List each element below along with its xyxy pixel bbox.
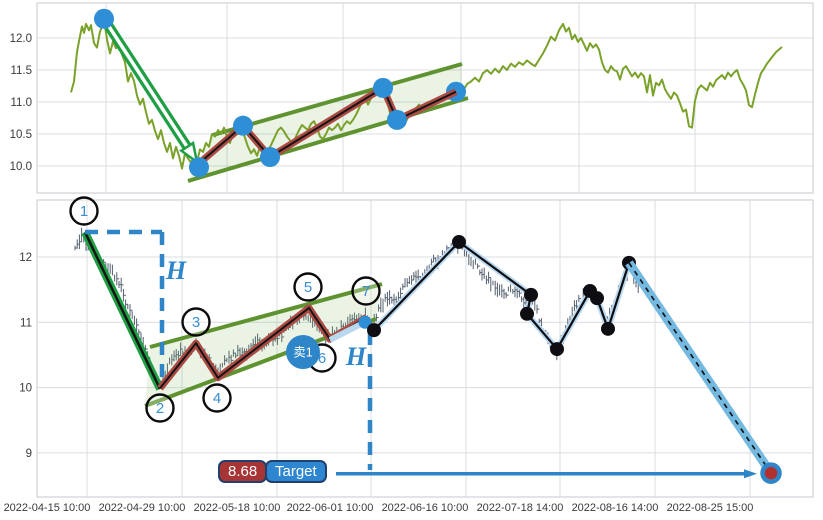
sell-marker: 卖1 [286, 335, 320, 369]
wedge-upper-line [212, 62, 463, 137]
x-axis-tick-label: 2022-08-25 15:00 [667, 502, 754, 514]
y-axis-tick-label: 11.5 [10, 65, 32, 77]
x-axis-tick-label: 2022-07-18 14:00 [477, 502, 564, 514]
y-axis-tick-label: 10.5 [10, 129, 32, 141]
pivot-dot [189, 157, 209, 178]
wave-number-circle: 2 [145, 393, 175, 423]
swing-line [364, 240, 631, 351]
pivot-dot [94, 8, 114, 29]
wedge-upper-line [149, 282, 383, 349]
wave-number-label: 2 [156, 400, 164, 417]
y-axis-tick-label: 11 [20, 317, 32, 329]
swing-pivot-dot [550, 342, 564, 357]
swing-pivot-dot [452, 234, 466, 249]
wave-circle-outline [69, 196, 99, 226]
swing-pivot-dot [524, 287, 538, 302]
wave-number-label: 6 [318, 350, 326, 367]
y-axis-tick-label: 10 [19, 383, 32, 395]
wave-circle-outline [181, 307, 211, 337]
pivot-dot [387, 109, 407, 130]
impulse-core-line [83, 231, 162, 390]
x-axis-tick-label: 2022-04-29 10:00 [99, 502, 186, 514]
wave-number-circle: 7 [351, 276, 381, 306]
top-chart-panel: 12.0 11.5 11.0 10.5 10.0 [10, 2, 814, 194]
x-axis-tick-label: 2022-08-16 14:00 [572, 502, 659, 514]
impulse-arrow-core [102, 17, 190, 150]
target-label-badge: Target [265, 460, 327, 483]
x-axis-tick-label: 2022-04-15 10:00 [4, 502, 91, 514]
swing-start-dot [358, 315, 372, 329]
wave-number-circle: 3 [181, 307, 211, 337]
wave-circle-outline [202, 383, 232, 413]
impulse-arrowhead [179, 141, 199, 165]
wave-number-circle: 5 [293, 272, 323, 302]
target-arrowhead [744, 469, 757, 479]
wave-circle-outline [293, 272, 323, 302]
swing-pivot-dot [520, 306, 534, 321]
target-point [760, 462, 782, 484]
wave-number-label: 3 [192, 314, 200, 331]
y-axis-tick-label: 12 [19, 252, 32, 264]
target-price-badge: 8.68 [218, 460, 268, 483]
y-axis-tick-label: 12.0 [10, 33, 32, 45]
projection-core-dashed [628, 262, 772, 474]
wave-number-label: 4 [213, 390, 221, 407]
panel-background[interactable] [36, 2, 814, 194]
x-axis-tick-label: 2022-06-16 10:00 [382, 502, 469, 514]
y-axis-tick-label: 10.0 [10, 161, 32, 173]
x-axis-tick-label: 2022-06-01 10:00 [287, 502, 374, 514]
x-axis-tick-label: 2022-05-18 10:00 [194, 502, 281, 514]
swing-pivot-dot [590, 291, 604, 306]
wave-circle-outline [351, 276, 381, 306]
pivot-dot [260, 147, 280, 168]
wave-number-circle: 4 [202, 383, 232, 413]
wave-number-label: 1 [80, 203, 88, 220]
sell-marker-label: 卖1 [293, 346, 313, 360]
wave-circle-outline [145, 393, 175, 423]
y-axis-tick-label: 9 [26, 448, 32, 460]
swing-pivot-dot [367, 323, 381, 338]
wave-number-label: 5 [304, 279, 312, 296]
wave-number-circle: 1 [69, 196, 99, 226]
sell-marker-circle [286, 335, 320, 369]
wave-number-label: 7 [362, 283, 370, 300]
measure-h-label: H [345, 342, 367, 371]
pivot-dot [233, 115, 253, 136]
pivot-dot [373, 77, 393, 98]
zigzag-core-line [195, 86, 457, 167]
y-axis-tick-label: 11.0 [10, 97, 32, 109]
swing-pivot-dot [601, 321, 615, 336]
measure-h-label: H [165, 256, 187, 285]
